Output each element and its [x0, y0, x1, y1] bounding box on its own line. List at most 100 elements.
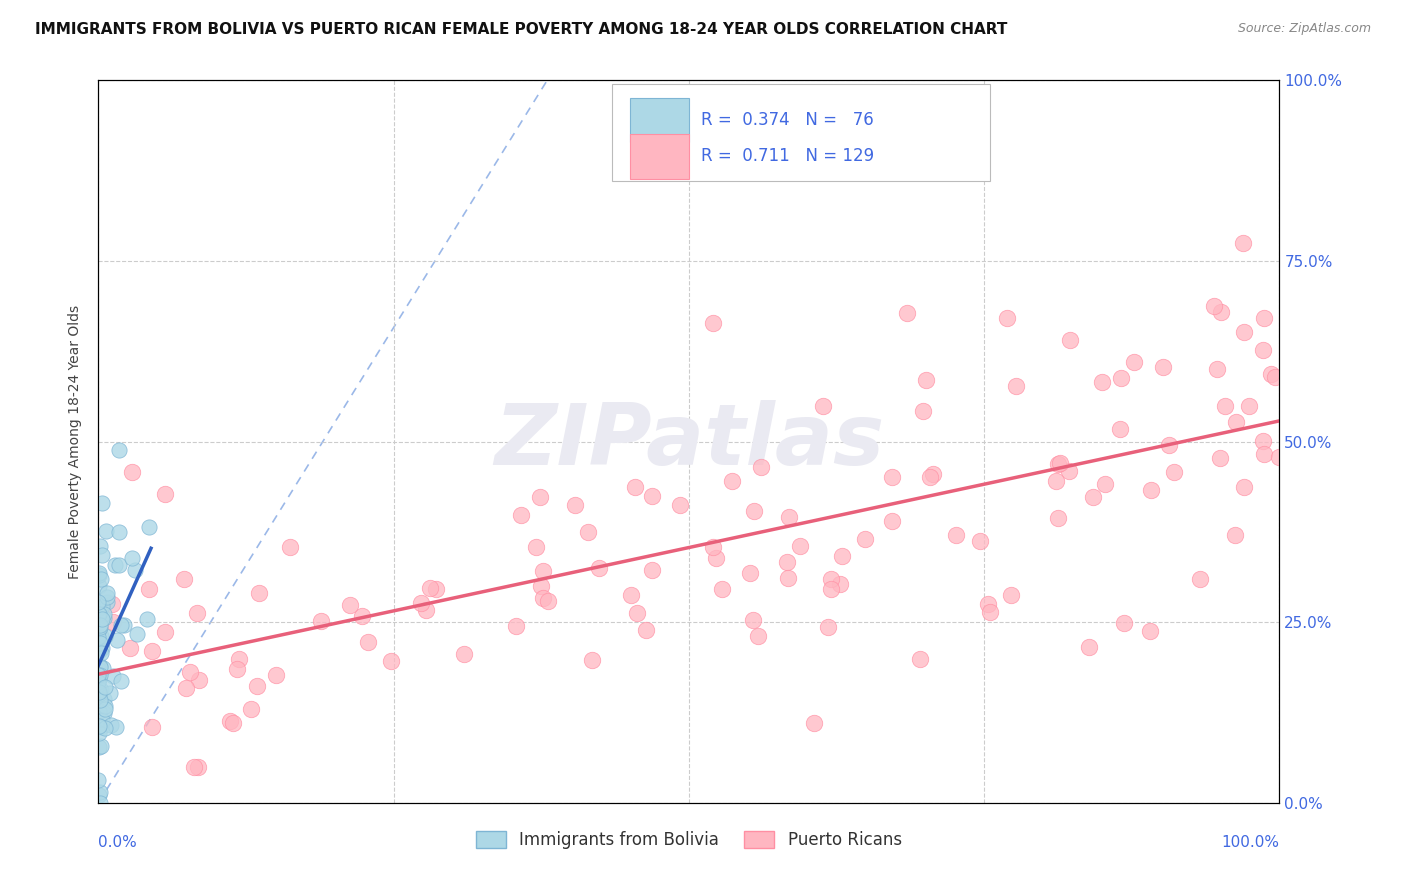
Point	[453, 647, 475, 661]
Point	[105, 720, 128, 734]
Point	[1232, 235, 1254, 250]
Point	[1057, 464, 1080, 478]
Point	[747, 628, 769, 642]
Point	[564, 498, 586, 512]
Point	[153, 486, 176, 500]
Point	[87, 644, 110, 658]
Point	[995, 310, 1018, 325]
Point	[529, 490, 551, 504]
Point	[87, 719, 110, 733]
Point	[309, 614, 332, 628]
Point	[1091, 376, 1114, 390]
Point	[121, 465, 143, 479]
Point	[1204, 300, 1226, 314]
Point	[90, 548, 112, 562]
Point	[103, 669, 125, 683]
Point	[641, 563, 664, 577]
Point	[908, 651, 931, 665]
Point	[1253, 310, 1275, 325]
Point	[87, 667, 110, 681]
Point	[530, 579, 553, 593]
Point	[828, 577, 851, 591]
Point	[740, 566, 762, 581]
Point	[87, 704, 110, 718]
Point	[641, 489, 664, 503]
Point	[87, 579, 110, 593]
Point	[1122, 355, 1144, 369]
Point	[118, 640, 141, 655]
Legend: Immigrants from Bolivia, Puerto Ricans: Immigrants from Bolivia, Puerto Ricans	[470, 824, 908, 856]
Point	[94, 680, 117, 694]
Point	[94, 702, 117, 716]
Point	[90, 720, 112, 734]
Point	[339, 598, 361, 612]
Point	[704, 551, 727, 566]
Point	[87, 739, 110, 754]
Point	[174, 681, 197, 695]
Point	[979, 605, 1001, 619]
Point	[179, 665, 201, 679]
Point	[93, 660, 115, 674]
Point	[945, 528, 967, 542]
FancyBboxPatch shape	[630, 97, 689, 143]
Point	[1094, 476, 1116, 491]
Point	[90, 646, 112, 660]
Point	[89, 658, 111, 673]
Point	[352, 609, 374, 624]
Text: 0.0%: 0.0%	[98, 835, 138, 850]
Point	[89, 785, 111, 799]
Point	[1140, 483, 1163, 498]
Point	[141, 644, 163, 658]
Point	[89, 636, 111, 650]
Point	[153, 625, 176, 640]
Point	[228, 652, 250, 666]
Point	[96, 595, 118, 609]
Point	[1049, 456, 1071, 470]
Point	[1253, 447, 1275, 461]
FancyBboxPatch shape	[612, 84, 990, 181]
Point	[1077, 640, 1099, 654]
Point	[411, 596, 433, 610]
Point	[1233, 480, 1256, 494]
Point	[749, 460, 772, 475]
Point	[537, 594, 560, 608]
Point	[744, 503, 766, 517]
Point	[896, 306, 918, 320]
Point	[820, 582, 842, 596]
Point	[510, 508, 533, 522]
Point	[226, 662, 249, 676]
Point	[280, 540, 302, 554]
Point	[110, 617, 132, 632]
Point	[91, 713, 114, 727]
Point	[107, 442, 129, 457]
Point	[1188, 572, 1211, 586]
Point	[90, 739, 112, 753]
Point	[1114, 615, 1136, 630]
Point	[94, 721, 117, 735]
Text: IMMIGRANTS FROM BOLIVIA VS PUERTO RICAN FEMALE POVERTY AMONG 18-24 YEAR OLDS COR: IMMIGRANTS FROM BOLIVIA VS PUERTO RICAN …	[35, 22, 1008, 37]
Point	[1081, 490, 1104, 504]
Point	[853, 533, 876, 547]
Point	[218, 714, 240, 728]
Point	[94, 699, 117, 714]
Point	[138, 520, 160, 534]
Point	[1047, 510, 1070, 524]
Point	[789, 539, 811, 553]
Text: R =  0.711   N = 129: R = 0.711 N = 129	[700, 147, 875, 165]
Text: 100.0%: 100.0%	[1222, 835, 1279, 850]
Point	[669, 498, 692, 512]
Point	[1268, 450, 1291, 464]
Point	[1005, 379, 1028, 393]
Point	[1251, 343, 1274, 358]
Point	[101, 615, 124, 629]
Point	[1045, 475, 1067, 489]
Point	[911, 403, 934, 417]
Point	[1000, 589, 1022, 603]
Point	[880, 514, 903, 528]
Point	[624, 479, 647, 493]
Point	[1047, 457, 1070, 471]
Point	[89, 660, 111, 674]
Point	[918, 469, 941, 483]
Point	[87, 595, 110, 609]
Point	[710, 582, 733, 597]
